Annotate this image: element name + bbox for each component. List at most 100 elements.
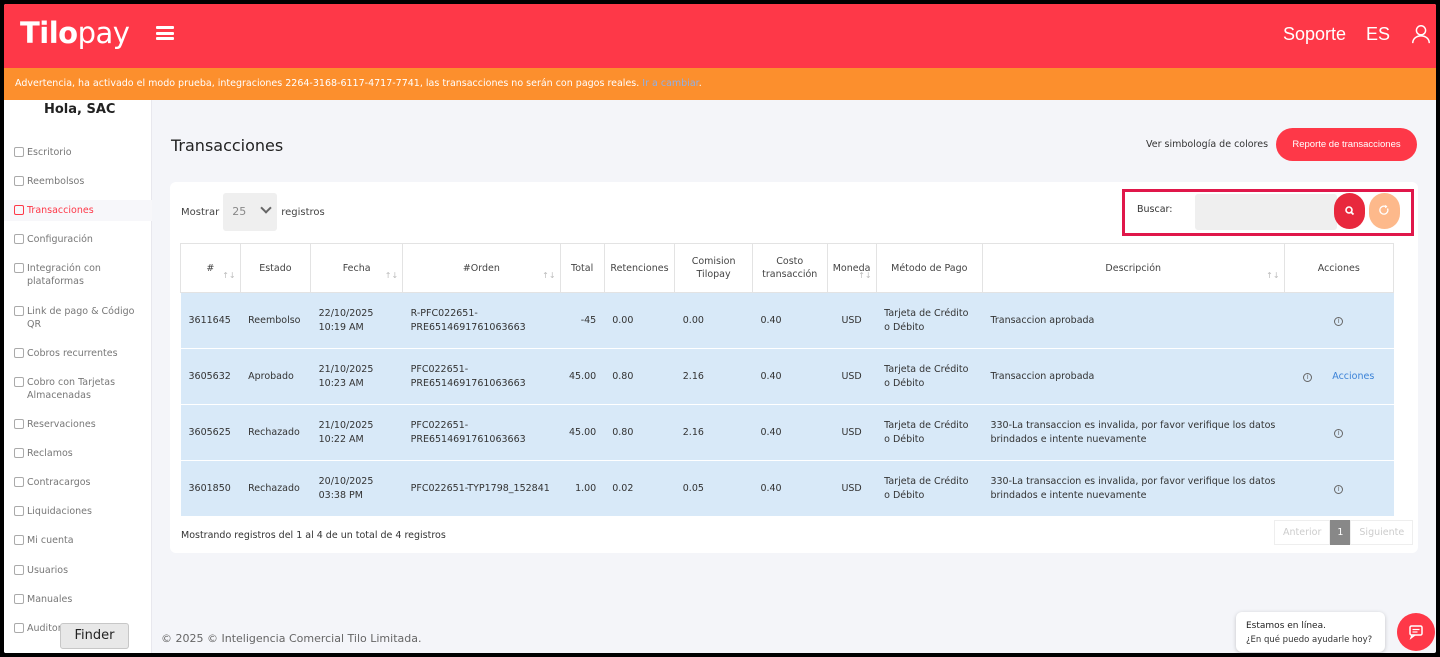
sidebar-item[interactable]: Configuración	[4, 229, 152, 250]
column-header[interactable]: Acciones	[1283, 243, 1395, 293]
info-icon[interactable]: i	[1303, 372, 1313, 382]
cell-id: 3605625	[180, 404, 241, 461]
column-header-label: Costo transacción	[762, 256, 818, 280]
table-row[interactable]: 3605632 Aprobado 21/10/2025 10:23 AM PFC022…	[180, 348, 1394, 405]
column-header[interactable]: Total	[559, 243, 605, 293]
search-label: Buscar:	[1137, 204, 1173, 215]
info-icon[interactable]: i	[1334, 428, 1344, 438]
transactions-report-button[interactable]: Reporte de transacciones	[1276, 128, 1417, 161]
claim-icon	[14, 448, 24, 458]
pager-next[interactable]: Siguiente	[1350, 520, 1414, 545]
cell-actions: i Acciones	[1284, 348, 1394, 405]
cell-estado: Rechazado	[240, 404, 311, 461]
sidebar-item[interactable]: Transacciones	[4, 200, 152, 221]
sidebar-item[interactable]: Usuarios	[4, 560, 152, 581]
pager-prev[interactable]: Anterior	[1274, 520, 1331, 545]
sidebar-item-label: Integración con plataformas	[27, 263, 101, 287]
sort-icon[interactable]: ↑↓	[1266, 271, 1280, 280]
sort-icon[interactable]: ↑↓	[384, 271, 399, 280]
actions-link[interactable]: Acciones	[1332, 370, 1375, 382]
cell-moneda: USD	[827, 404, 877, 461]
cell-actions: i	[1284, 292, 1394, 349]
sort-icon[interactable]: ↑↓	[222, 271, 236, 280]
column-header-label: Moneda	[832, 262, 871, 274]
column-header-label: #Orden	[462, 262, 500, 274]
sidebar-item[interactable]: Liquidaciones	[4, 501, 152, 522]
table-row[interactable]: 3611645 Reembolso 22/10/2025 10:19 AM R-PFC…	[180, 292, 1394, 349]
column-header[interactable]: Retenciones	[603, 243, 676, 293]
user-icon[interactable]	[1410, 23, 1432, 45]
sidebar-item[interactable]: Manuales	[4, 589, 152, 610]
column-header[interactable]: Fecha ↑↓	[310, 243, 404, 293]
cell-metodo: Tarjeta de Crédito o Débito	[876, 348, 983, 405]
column-header[interactable]: #Orden ↑↓	[402, 243, 561, 293]
cell-id: 3611645	[180, 292, 241, 349]
sort-icon[interactable]: ↑↓	[542, 271, 556, 280]
cell-descripcion: Transaccion aprobada	[982, 292, 1285, 349]
sidebar-item[interactable]: Reclamos	[4, 443, 152, 464]
sidebar-item[interactable]: Link de pago & Código QR	[4, 301, 152, 335]
chat-button[interactable]	[1397, 613, 1435, 651]
sidebar-item-label: Configuración	[27, 234, 93, 245]
warning-change-link[interactable]: Ir a cambiar	[642, 78, 699, 89]
column-header[interactable]: # ↑↓	[180, 243, 241, 293]
transactions-card: Mostrar 25 registros Buscar:	[170, 182, 1418, 553]
search-icon	[1345, 206, 1355, 216]
search-input[interactable]	[1195, 194, 1337, 230]
cell-comision: 0.05	[674, 460, 753, 517]
table-row[interactable]: 3601850 Rechazado 20/10/2025 03:38 PM PFC02…	[180, 460, 1394, 517]
language-selector[interactable]: ES	[1365, 23, 1390, 44]
info-icon[interactable]: i	[1334, 484, 1344, 494]
column-header[interactable]: Costo transacción	[751, 243, 828, 293]
column-header[interactable]: Descripción ↑↓	[981, 243, 1285, 293]
page-length-select[interactable]: 25	[223, 193, 278, 231]
sidebar-item-label: Mi cuenta	[27, 535, 74, 546]
column-header[interactable]: Moneda ↑↓	[826, 243, 877, 293]
sidebar-item[interactable]: Contracargos	[4, 472, 152, 493]
finder-button[interactable]: Finder	[60, 623, 129, 649]
column-header[interactable]: Comision Tilopay	[674, 243, 753, 293]
sidebar-item[interactable]: Auditoria	[4, 618, 152, 639]
sidebar-item[interactable]: Reembolsos	[4, 171, 152, 192]
table-row[interactable]: 3605625 Rechazado 21/10/2025 10:22 AM PFC02…	[180, 404, 1394, 461]
tilopay-logo[interactable]: Tilopay	[20, 16, 130, 50]
cell-estado: Rechazado	[240, 460, 311, 517]
column-header[interactable]: Método de Pago	[875, 243, 983, 293]
cell-fecha: 20/10/2025 03:38 PM	[310, 460, 403, 517]
sidebar-item[interactable]: Escritorio	[4, 142, 152, 163]
search-button[interactable]	[1334, 193, 1365, 229]
cell-costo: 0.40	[752, 460, 828, 517]
cell-actions: i	[1284, 460, 1394, 517]
cell-estado: Aprobado	[240, 348, 311, 405]
cell-id: 3601850	[180, 460, 241, 517]
pager-current[interactable]: 1	[1330, 520, 1351, 545]
column-header[interactable]: Estado	[239, 243, 312, 293]
sidebar-item[interactable]: Reservaciones	[4, 414, 152, 435]
transactions-table: # ↑↓ Estado Fecha ↑↓ #Orden ↑↓ Total Retenciones…	[180, 243, 1395, 517]
chat-bubble[interactable]: Estamos en línea. ¿En qué puedo ayudarle…	[1236, 612, 1385, 652]
reset-button[interactable]	[1369, 193, 1400, 229]
cell-total: 45.00	[560, 404, 605, 461]
cell-descripcion: Transaccion aprobada	[982, 348, 1285, 405]
support-link[interactable]: Soporte	[1282, 23, 1346, 44]
info-icon	[14, 594, 24, 604]
sidebar-item-label: Contracargos	[27, 477, 91, 488]
sidebar-item[interactable]: Integración con plataformas	[4, 258, 152, 292]
account-icon	[14, 535, 24, 545]
logo-bold-text: Tilo	[20, 16, 78, 50]
sidebar-item[interactable]: Cobros recurrentes	[4, 343, 152, 364]
chat-subtitle: ¿En qué puedo ayudarle hoy?	[1246, 635, 1373, 645]
recurring-icon	[14, 348, 24, 358]
sidebar-item[interactable]: Cobro con Tarjetas Almacenadas	[4, 372, 152, 406]
sidebar-item-label: Manuales	[27, 594, 73, 605]
reservation-icon	[14, 419, 24, 429]
cell-descripcion: 330-La transaccion es invalida, por favo…	[982, 460, 1285, 517]
sort-icon[interactable]: ↑↓	[858, 271, 872, 280]
money-icon	[14, 506, 24, 516]
sidebar-item[interactable]: Mi cuenta	[4, 530, 152, 551]
cell-moneda: USD	[827, 292, 877, 349]
color-legend-link[interactable]: Ver simbología de colores	[1146, 139, 1269, 150]
menu-toggle-icon[interactable]	[156, 26, 174, 40]
users-icon	[14, 565, 24, 575]
info-icon[interactable]: i	[1334, 316, 1344, 326]
